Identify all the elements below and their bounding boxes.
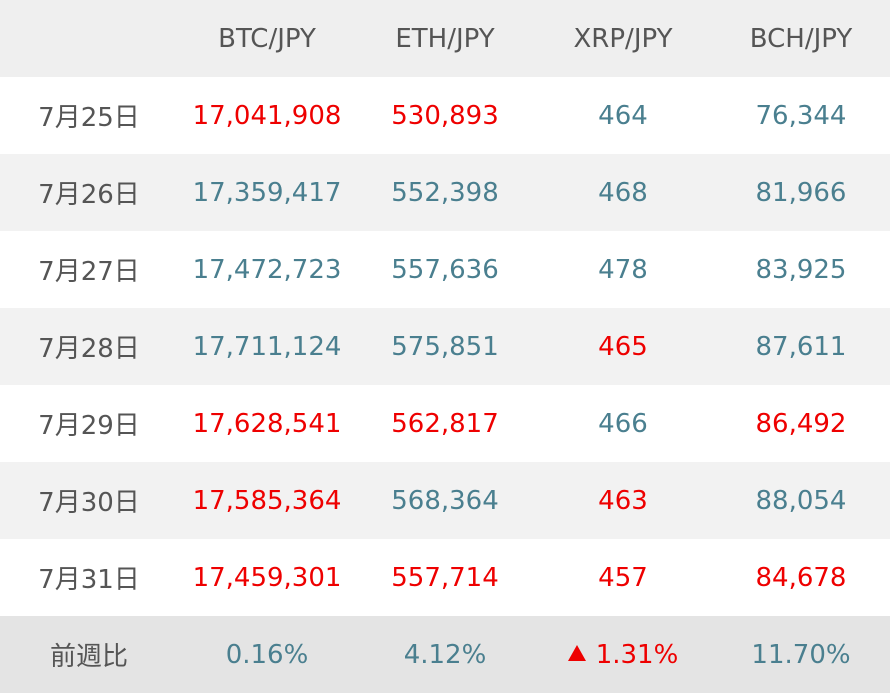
table-row: 7月31日 17,459,301 557,714 457 84,678 (0, 539, 890, 616)
xrp-price-cell: 465 (598, 331, 648, 362)
bch-price-cell: 83,925 (755, 254, 847, 285)
date-cell: 7月26日 (38, 180, 140, 210)
date-cell: 7月27日 (38, 257, 140, 287)
date-cell: 7月30日 (38, 488, 140, 518)
eth-price-cell: 557,714 (391, 562, 499, 593)
eth-price-cell: 568,364 (391, 485, 499, 516)
bch-price-cell: 88,054 (755, 485, 847, 516)
eth-weekly-change-value: 4.12% (403, 639, 487, 670)
btc-price-cell: 17,041,908 (192, 100, 342, 131)
btc-price-cell: 17,472,723 (192, 254, 342, 285)
table-row: 7月25日 17,041,908 530,893 464 76,344 (0, 77, 890, 154)
bch-price-cell: 87,611 (755, 331, 847, 362)
date-cell: 7月31日 (38, 565, 140, 595)
xrp-price-cell: 463 (598, 485, 648, 516)
eth-price-cell: 557,636 (391, 254, 499, 285)
xrp-price-cell: 457 (598, 562, 648, 593)
btc-price-cell: 17,585,364 (192, 485, 342, 516)
date-cell: 7月29日 (38, 411, 140, 441)
bch-price-cell: 84,678 (755, 562, 847, 593)
xrp-price-cell: 478 (598, 254, 648, 285)
header-corner-cell (0, 0, 178, 77)
btc-price-cell: 17,359,417 (192, 177, 342, 208)
bch-price-cell: 81,966 (755, 177, 847, 208)
xrp-price-cell: 464 (598, 100, 648, 131)
bch-price-cell: 76,344 (755, 100, 847, 131)
header-row: BTC/JPY ETH/JPY XRP/JPY BCH/JPY (0, 0, 890, 77)
xrp-weekly-change: 1.31% (534, 616, 712, 693)
column-header-xrp-jpy: XRP/JPY (573, 23, 673, 54)
eth-price-cell: 562,817 (391, 408, 499, 439)
btc-price-cell: 17,711,124 (192, 331, 342, 362)
table-row: 7月26日 17,359,417 552,398 468 81,966 (0, 154, 890, 231)
column-header-btc-jpy: BTC/JPY (218, 23, 316, 54)
eth-weekly-change: 4.12% (356, 616, 534, 693)
btc-price-cell: 17,459,301 (192, 562, 342, 593)
table-row: 7月28日 17,711,124 575,851 465 87,611 (0, 308, 890, 385)
eth-price-cell: 575,851 (391, 331, 499, 362)
btc-price-cell: 17,628,541 (192, 408, 342, 439)
eth-price-cell: 530,893 (391, 100, 499, 131)
btc-weekly-change-value: 0.16% (225, 639, 309, 670)
xrp-weekly-change-value: 1.31% (595, 639, 679, 670)
eth-price-cell: 552,398 (391, 177, 499, 208)
bch-weekly-change-value: 11.70% (751, 639, 851, 670)
btc-weekly-change: 0.16% (178, 616, 356, 693)
table-row: 7月27日 17,472,723 557,636 478 83,925 (0, 231, 890, 308)
date-cell: 7月25日 (38, 103, 140, 133)
column-header-eth-jpy: ETH/JPY (395, 23, 495, 54)
table-row: 7月30日 17,585,364 568,364 463 88,054 (0, 462, 890, 539)
xrp-price-cell: 466 (598, 408, 648, 439)
column-header-bch-jpy: BCH/JPY (749, 23, 853, 54)
bch-price-cell: 86,492 (755, 408, 847, 439)
xrp-price-cell: 468 (598, 177, 648, 208)
weekly-change-row: 前週比 0.16% 4.12% 1.31% 11.70% (0, 616, 890, 693)
table-row: 7月29日 17,628,541 562,817 466 86,492 (0, 385, 890, 462)
bch-weekly-change: 11.70% (712, 616, 890, 693)
weekly-change-label: 前週比 (49, 642, 128, 672)
date-cell: 7月28日 (38, 334, 140, 364)
triangle-up-icon (567, 644, 586, 661)
